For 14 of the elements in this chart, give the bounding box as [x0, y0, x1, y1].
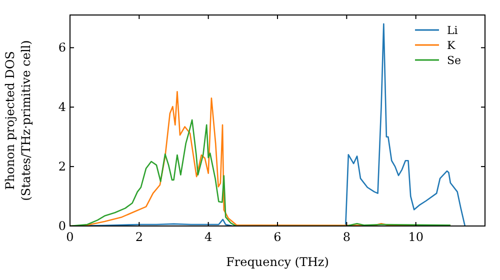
x-axis-title: Frequency (THz)	[226, 255, 329, 269]
y-tick-label: 6	[58, 40, 66, 55]
x-tick-label: 8	[342, 230, 350, 244]
x-tick-label: 10	[408, 230, 424, 244]
y-axis-title: Phonon projected DOS (States/THz·primitive cell)	[3, 40, 33, 201]
y-tick-label: 0	[58, 219, 66, 233]
y-tick-label: 4	[58, 100, 66, 114]
x-tick-label: 2	[135, 230, 143, 244]
legend-label: Li	[447, 24, 458, 37]
legend-label: Se	[447, 54, 462, 67]
y-tick-label: 2	[58, 160, 66, 174]
x-tick-label: 6	[274, 230, 282, 244]
x-tick-label: 4	[204, 230, 213, 244]
legend-label: K	[447, 39, 456, 52]
